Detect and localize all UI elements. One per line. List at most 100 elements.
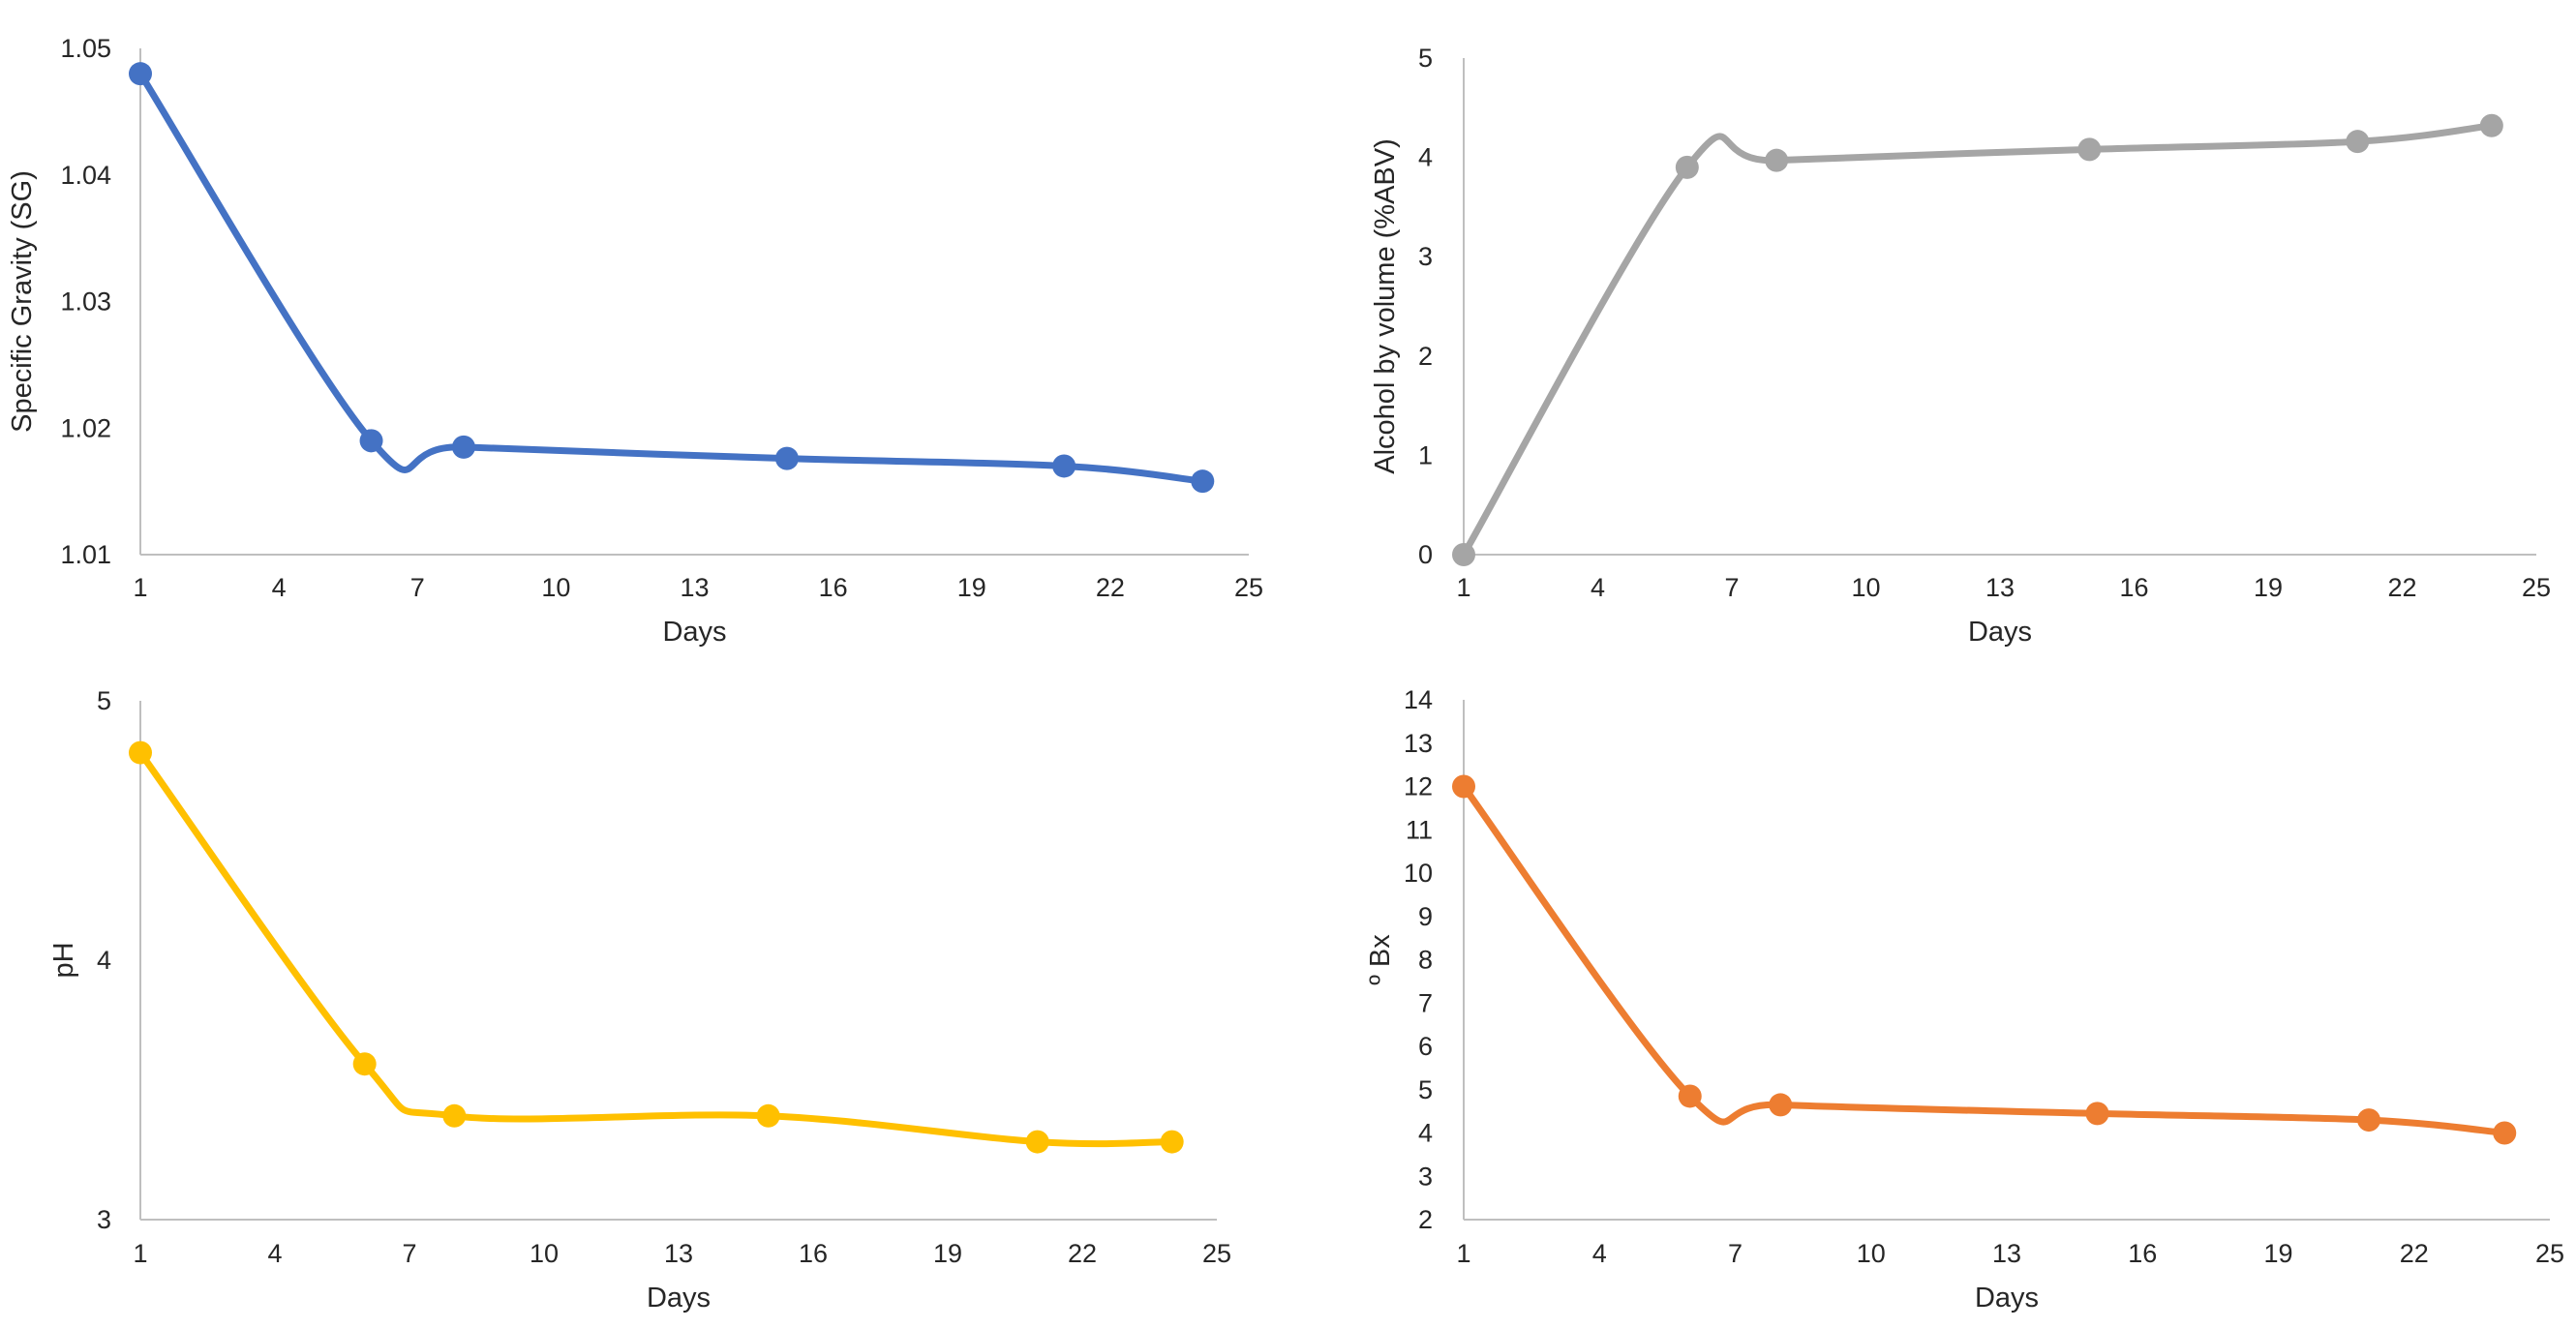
x-tick-label-7: 7 [402,1239,416,1268]
data-point-day-1 [1452,543,1475,566]
x-tick-label-19: 19 [933,1239,962,1268]
x-tick-label-25: 25 [2522,573,2551,602]
x-tick-label-19: 19 [2254,573,2283,602]
x-axis-title: Days [1968,617,2032,648]
y-tick-label-1-03: 1.03 [60,287,111,317]
data-point-day-8 [1765,148,1789,172]
x-tick-label-22: 22 [2400,1239,2429,1268]
y-tick-label-6: 6 [1418,1032,1433,1061]
y-tick-label-0: 0 [1418,540,1433,569]
data-point-day-21 [1052,454,1076,478]
data-point-day-15 [2077,137,2102,162]
y-tick-label-2: 2 [1418,1205,1433,1234]
x-tick-label-16: 16 [2119,573,2148,602]
x-tick-label-10: 10 [530,1239,559,1268]
data-point-day-24 [1160,1130,1184,1154]
data-point-day-6 [359,429,383,453]
y-tick-label-1-01: 1.01 [60,540,111,569]
y-tick-label-4: 4 [1418,1119,1433,1148]
x-axis-title: Days [1975,1283,2039,1314]
y-tick-label-1: 1 [1418,440,1433,469]
x-axis-title: Days [662,617,726,648]
x-tick-label-13: 13 [664,1239,693,1268]
x-tick-label-22: 22 [2387,573,2416,602]
y-tick-label-1-02: 1.02 [60,413,111,442]
x-tick-label-4: 4 [272,573,287,602]
y-tick-label-3: 3 [1418,242,1433,271]
y-tick-label-10: 10 [1404,859,1433,888]
x-tick-label-7: 7 [410,573,425,602]
y-axis-title: pH [48,942,79,978]
chart-ph: 3 4 5 1 4 7 10 13 16 19 22 25 Days pH [0,668,1288,1329]
data-point-day-6 [352,1052,377,1076]
data-point-day-1 [1452,774,1475,799]
chart-degrees-brix: 2 3 4 5 6 7 8 9 10 11 12 13 14 1 4 7 10 13 16 19 22 25 Days º B… [1288,668,2576,1329]
x-tick-label-1: 1 [1456,1239,1470,1268]
x-tick-label-4: 4 [1592,1239,1607,1268]
x-tick-label-25: 25 [1202,1239,1231,1268]
y-axis-title: Specific Gravity (SG) [7,170,38,433]
x-tick-label-25: 25 [1234,573,1263,602]
chart-alcohol-by-volume: 0 1 2 3 4 5 1 4 7 10 13 16 19 22 25 Days Alcohol by volu… [1288,0,2576,668]
y-tick-label-1-04: 1.04 [60,161,111,190]
y-tick-label-14: 14 [1404,685,1433,714]
series-line-ph [136,749,1176,1148]
x-tick-label-1: 1 [133,573,147,602]
x-tick-label-10: 10 [1857,1239,1886,1268]
series-line-sg [136,70,1206,485]
data-point-day-15 [2085,1102,2109,1126]
y-tick-label-5: 5 [1418,1075,1433,1104]
x-tick-label-13: 13 [1992,1239,2021,1268]
x-tick-label-10: 10 [541,573,570,602]
x-tick-label-19: 19 [957,573,986,602]
x-tick-label-16: 16 [799,1239,828,1268]
data-point-day-15 [774,446,799,470]
y-tick-label-9: 9 [1418,902,1433,931]
x-axis-title: Days [647,1283,711,1314]
x-tick-label-4: 4 [1591,573,1605,602]
data-point-day-21 [2346,130,2370,154]
x-tick-label-10: 10 [1851,573,1880,602]
data-point-day-21 [1025,1130,1049,1154]
data-point-day-1 [129,62,152,86]
y-axis-title: º Bx [1365,934,1396,985]
data-point-day-6 [1678,1084,1702,1108]
x-tick-label-22: 22 [1068,1239,1097,1268]
y-tick-label-7: 7 [1418,988,1433,1017]
data-point-day-24 [1191,469,1215,494]
x-tick-label-7: 7 [1724,573,1739,602]
data-point-day-24 [2493,1121,2517,1145]
y-tick-label-2: 2 [1418,342,1433,371]
x-tick-label-19: 19 [2263,1239,2292,1268]
x-tick-label-25: 25 [2535,1239,2564,1268]
data-point-day-6 [1675,155,1699,179]
x-tick-label-4: 4 [267,1239,282,1268]
y-tick-label-8: 8 [1418,946,1433,975]
data-point-day-1 [129,740,152,765]
y-tick-label-4: 4 [97,946,111,975]
y-tick-label-4: 4 [1418,143,1433,172]
chart-svg-specific-gravity: 1.01 1.02 1.03 1.04 1.05 1 4 7 10 13 16 19 22 25 Days S… [7,34,1263,648]
y-tick-label-5: 5 [1418,44,1433,73]
data-point-day-24 [2479,113,2503,137]
y-tick-label-1-05: 1.05 [60,34,111,63]
y-tick-label-11: 11 [1406,815,1433,844]
x-tick-label-13: 13 [1985,573,2015,602]
data-point-day-21 [2357,1108,2380,1133]
data-point-day-8 [451,435,475,459]
y-axis-title: Alcohol by volume (%ABV) [1370,138,1401,474]
y-tick-label-13: 13 [1404,729,1433,758]
y-tick-label-3: 3 [97,1205,111,1234]
y-tick-label-5: 5 [97,686,111,715]
data-point-day-15 [756,1103,780,1128]
chart-specific-gravity: 1.01 1.02 1.03 1.04 1.05 1 4 7 10 13 16 19 22 25 Days S… [0,0,1288,668]
series-line-brix [1460,783,2508,1136]
y-tick-label-3: 3 [1418,1162,1433,1191]
x-tick-label-1: 1 [1456,573,1470,602]
series-line-abv [1460,122,2496,559]
y-tick-label-12: 12 [1404,772,1433,801]
x-tick-label-16: 16 [819,573,848,602]
x-tick-label-16: 16 [2128,1239,2157,1268]
